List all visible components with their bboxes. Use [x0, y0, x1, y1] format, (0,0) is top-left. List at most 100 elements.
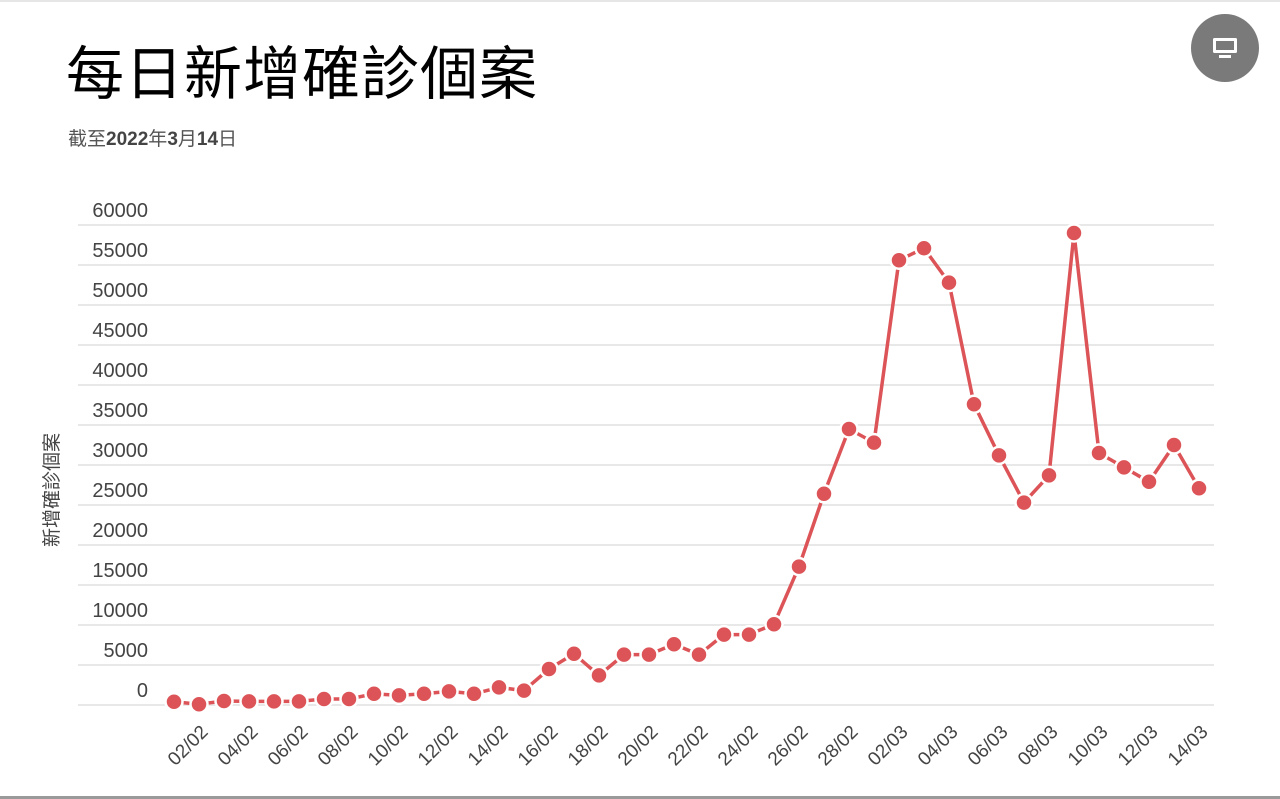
data-point[interactable]: [1014, 492, 1034, 513]
data-point[interactable]: [964, 394, 984, 414]
y-tick-label: 55000: [92, 240, 148, 262]
data-point[interactable]: [489, 677, 509, 698]
subtitle-text: 截至: [68, 129, 107, 150]
subtitle-text: 月: [177, 129, 197, 150]
x-tick-label: 10/03: [1064, 722, 1112, 770]
data-point[interactable]: [464, 684, 484, 704]
y-tick-label: 60000: [92, 200, 148, 222]
bottom-border: [0, 796, 1280, 799]
data-point[interactable]: [539, 659, 559, 679]
data-point[interactable]: [1189, 478, 1209, 498]
x-tick-label: 04/02: [214, 722, 262, 770]
data-point[interactable]: [1164, 435, 1184, 455]
x-tick-label: 26/02: [764, 722, 812, 770]
data-point[interactable]: [589, 665, 609, 686]
x-tick-label: 10/02: [364, 722, 412, 770]
data-point[interactable]: [939, 272, 959, 293]
y-tick-label: 25000: [92, 480, 148, 502]
present-button[interactable]: [1191, 14, 1259, 82]
data-point[interactable]: [414, 684, 434, 704]
data-point[interactable]: [989, 445, 1009, 466]
page-title: 每日新增確診個案: [66, 40, 539, 108]
data-point[interactable]: [289, 691, 309, 712]
y-tick-label: 30000: [92, 440, 148, 462]
line-segment: [772, 565, 801, 625]
line-segment: [1072, 232, 1101, 454]
data-point[interactable]: [639, 644, 659, 665]
data-point[interactable]: [714, 624, 734, 645]
data-point[interactable]: [1039, 465, 1059, 486]
x-tick-label: 12/03: [1114, 722, 1162, 770]
line-segment: [797, 493, 826, 568]
data-point[interactable]: [264, 691, 284, 712]
data-point[interactable]: [814, 484, 834, 504]
data-point[interactable]: [839, 419, 859, 439]
y-axis-title: 新增確診個案: [41, 433, 63, 547]
data-point[interactable]: [1089, 443, 1109, 463]
y-tick-label: 45000: [92, 320, 148, 342]
data-point[interactable]: [564, 644, 584, 664]
line-segment: [1047, 232, 1076, 476]
y-tick-label: 5000: [104, 640, 149, 662]
x-tick-label: 18/02: [564, 722, 612, 770]
data-point[interactable]: [339, 689, 359, 709]
data-point[interactable]: [314, 689, 334, 709]
y-tick-label: 35000: [92, 400, 148, 422]
x-tick-label: 08/02: [314, 722, 362, 770]
y-tick-label: 15000: [92, 560, 148, 582]
data-point[interactable]: [739, 624, 759, 645]
line-segment: [872, 259, 901, 443]
y-tick-label: 40000: [92, 360, 148, 382]
x-tick-label: 02/02: [164, 722, 212, 770]
data-point[interactable]: [164, 692, 184, 712]
data-point[interactable]: [664, 634, 684, 654]
data-point[interactable]: [389, 685, 409, 706]
data-point[interactable]: [514, 680, 534, 701]
y-axis-ticks: 0 5000 10000 15000 20000 25000 30000 35000 40000…: [92, 200, 148, 702]
data-point[interactable]: [1114, 457, 1134, 478]
data-point[interactable]: [1139, 472, 1159, 492]
x-tick-label: 14/03: [1164, 722, 1212, 770]
x-tick-label: 06/03: [964, 722, 1012, 770]
subtitle-text: 年: [148, 129, 168, 150]
data-point[interactable]: [364, 684, 384, 704]
data-point[interactable]: [614, 644, 634, 665]
line-segment: [822, 428, 851, 495]
line-segment: [947, 282, 976, 405]
y-tick-label: 20000: [92, 520, 148, 542]
y-tick-label: 0: [137, 680, 148, 702]
x-tick-label: 02/03: [864, 722, 912, 770]
data-point[interactable]: [789, 556, 809, 577]
subtitle-month: 3: [167, 129, 178, 150]
x-tick-label: 28/02: [814, 722, 862, 770]
subtitle-year: 2022: [106, 129, 149, 150]
x-tick-label: 14/02: [464, 722, 512, 770]
gridlines: [78, 224, 1214, 706]
data-point[interactable]: [189, 694, 209, 714]
data-point[interactable]: [239, 691, 259, 712]
x-tick-label: 08/03: [1014, 722, 1062, 770]
subtitle-text: 日: [218, 129, 238, 150]
subtitle-day: 14: [196, 129, 219, 150]
x-tick-label: 12/02: [414, 722, 462, 770]
x-tick-label: 06/02: [264, 722, 312, 770]
data-point[interactable]: [764, 614, 784, 634]
x-tick-label: 24/02: [714, 722, 762, 770]
x-tick-label: 22/02: [664, 722, 712, 770]
data-point[interactable]: [439, 681, 459, 702]
data-point[interactable]: [214, 691, 234, 711]
series-points: [164, 223, 1209, 714]
monitor-icon: [1213, 38, 1237, 58]
data-point[interactable]: [1064, 223, 1084, 243]
x-tick-label: 16/02: [514, 722, 562, 770]
data-point[interactable]: [914, 238, 934, 258]
y-tick-label: 50000: [92, 280, 148, 302]
y-tick-label: 10000: [92, 600, 148, 622]
x-tick-label: 20/02: [614, 722, 662, 770]
data-point[interactable]: [689, 644, 709, 665]
page-subtitle: 截至2022年3月14日: [68, 124, 237, 151]
data-point[interactable]: [864, 432, 884, 453]
x-axis-ticks: 02/02 04/02 06/02 08/02 10/02 12/02 14/02 16/02…: [164, 722, 1212, 770]
data-point[interactable]: [889, 250, 909, 270]
x-tick-label: 04/03: [914, 722, 962, 770]
